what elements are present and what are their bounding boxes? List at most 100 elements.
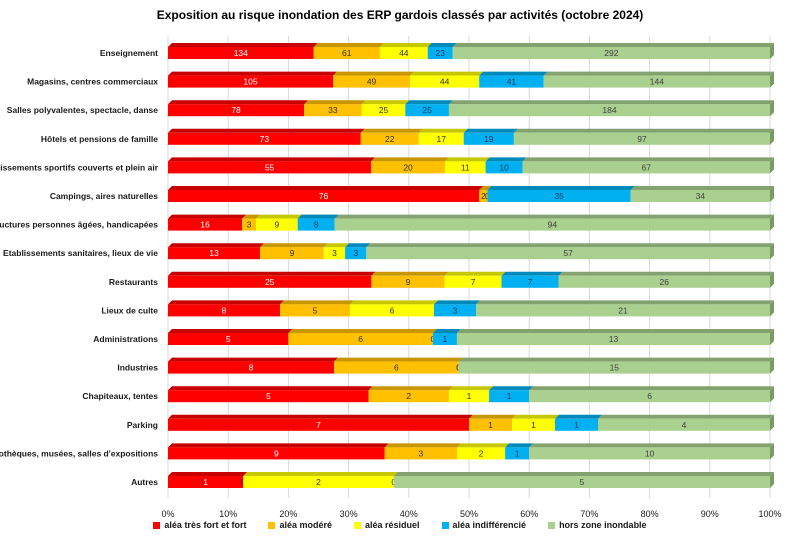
bar-segment-top <box>350 300 438 305</box>
x-tick-label: 100% <box>758 509 781 519</box>
legend-item: aléa indifférencié <box>441 520 526 530</box>
legend-swatch <box>268 521 276 529</box>
data-label: 2 <box>316 477 321 487</box>
data-label: 1 <box>515 448 520 458</box>
data-label: 6 <box>647 391 652 401</box>
data-label: 44 <box>399 48 409 58</box>
bar-segment-top <box>489 386 534 391</box>
bar-segment-top <box>168 357 339 362</box>
bar-segment-top <box>371 271 449 276</box>
category-label: Autres <box>131 477 158 487</box>
bar-segment-top <box>243 472 398 476</box>
data-label: 78 <box>231 105 241 115</box>
bar-segment <box>555 418 598 431</box>
bar-side <box>770 414 774 431</box>
bar-segment <box>427 47 453 59</box>
bar-segment-top <box>448 100 774 105</box>
bar-segment-top <box>529 443 774 448</box>
data-label: 3 <box>247 220 252 230</box>
bar-segment <box>463 132 514 145</box>
bar-side <box>770 329 774 345</box>
data-label: 4 <box>682 420 687 430</box>
legend: aléa très fort et fort aléa modéré aléa ré… <box>0 520 800 530</box>
bar-segment-top <box>501 271 563 276</box>
category-label: Campings, aires naturelles <box>50 191 158 201</box>
bar-segment <box>168 247 261 260</box>
legend-item: aléa très fort et fort <box>153 520 246 530</box>
bar-segment-top <box>479 71 548 76</box>
bar-segment <box>168 218 243 231</box>
data-label: 23 <box>435 48 445 58</box>
category-label: Lieux de culte <box>101 305 158 315</box>
bar-segment-top <box>168 472 248 476</box>
bar-segment-top <box>366 243 774 248</box>
category-label: Industries <box>117 363 158 373</box>
bar-segment <box>543 75 770 88</box>
category-label: Chapiteaux, tentes <box>82 391 158 401</box>
category-label: Etablissements sportifs couverts et plei… <box>0 162 159 172</box>
category-label: Parking <box>127 420 158 430</box>
category-label: Etablissements sanitaires, lieux de vie <box>3 248 158 258</box>
bar-segment <box>168 161 372 174</box>
bar-segment-top <box>371 157 449 162</box>
data-label: 13 <box>209 248 219 258</box>
category-label: Bibliothèques, musées, salles d'expositi… <box>0 448 158 458</box>
bar-side <box>770 214 774 231</box>
bar-segment <box>384 447 457 460</box>
bar-segment-top <box>168 386 373 391</box>
bar-segment-top <box>168 443 389 448</box>
bar-segment-top <box>469 414 516 419</box>
legend-label: aléa très fort et fort <box>164 520 247 530</box>
bar-segment-top <box>463 128 518 133</box>
data-label: 67 <box>642 162 652 172</box>
data-label: 73 <box>260 134 270 144</box>
bar-segment-top <box>555 414 602 419</box>
bar-side <box>770 157 774 174</box>
data-label: 2 <box>481 191 486 201</box>
bar-segment-top <box>529 386 774 391</box>
bar-segment-top <box>168 71 338 76</box>
bar-side <box>770 43 774 59</box>
bar-segment-top <box>448 386 494 391</box>
bar-segment-top <box>280 300 354 305</box>
data-label: 3 <box>353 248 358 258</box>
bar-segment <box>456 447 506 460</box>
bar-segment-top <box>487 186 635 190</box>
bar-segment-top <box>304 100 366 105</box>
bar-segment <box>168 333 289 345</box>
bar-segment-top <box>427 43 457 47</box>
category-label: Magasins, centres commerciaux <box>27 77 158 87</box>
bar-segment-top <box>168 100 309 105</box>
bar-segment <box>168 304 280 317</box>
legend-label: aléa modéré <box>279 520 332 530</box>
bar-segment <box>432 333 457 345</box>
bar-segment-top <box>456 443 510 448</box>
data-label: 25 <box>422 105 432 115</box>
bar-segment <box>168 418 469 431</box>
data-label: 7 <box>528 277 533 287</box>
bar-segment <box>243 476 394 488</box>
data-label: 6 <box>390 305 395 315</box>
data-label: 57 <box>563 248 573 258</box>
bar-segment-top <box>297 214 339 219</box>
bar-segment <box>452 47 770 59</box>
bar-segment <box>458 361 770 374</box>
bar-segment-top <box>168 43 318 47</box>
x-tick-label: 10% <box>219 509 237 519</box>
bar-segment <box>371 275 445 288</box>
legend-swatch <box>548 521 556 529</box>
bar-segment <box>476 304 770 317</box>
bar-segment-top <box>168 128 365 133</box>
bar-side <box>770 443 774 460</box>
bar-segment-top <box>512 414 559 419</box>
bar-segment-top <box>168 329 293 333</box>
bar-segment <box>242 218 256 231</box>
bar-segment <box>345 247 367 260</box>
data-label: 134 <box>234 48 248 58</box>
bar-segment <box>479 190 488 202</box>
data-label: 35 <box>554 191 564 201</box>
data-label: 21 <box>618 305 628 315</box>
bar-segment-top <box>405 100 453 105</box>
data-label: 8 <box>249 363 254 373</box>
